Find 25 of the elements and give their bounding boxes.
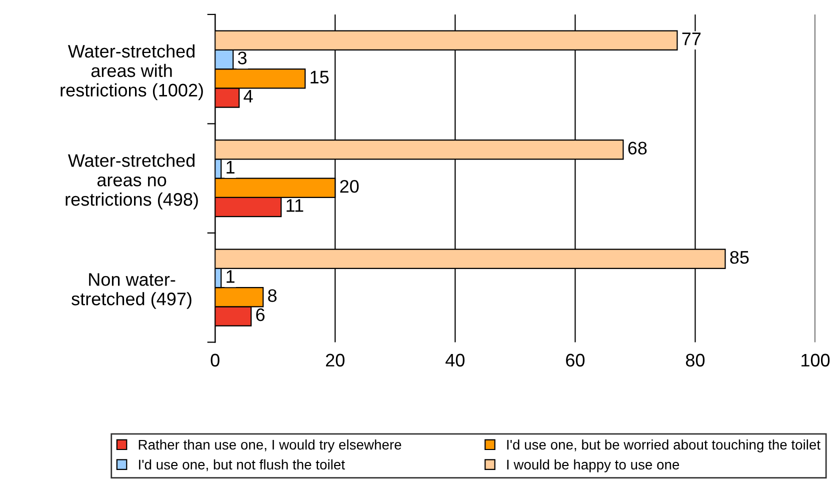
legend-label: I would be happy to use one <box>507 459 680 472</box>
x-tick-label: 0 <box>210 354 220 367</box>
data-label: 11 <box>286 199 304 212</box>
data-label: 85 <box>730 250 749 264</box>
x-tick-label: 80 <box>686 354 705 367</box>
data-label: 6 <box>256 308 265 322</box>
y-tick-label: Water-stretched areas with restrictions (1002) <box>60 44 203 100</box>
data-label: 3 <box>238 52 247 64</box>
y-tick-label: Non water- stretched (497) <box>72 273 192 309</box>
x-tick-label: 40 <box>446 354 464 367</box>
x-tick-label: 100 <box>802 354 830 367</box>
data-label: 1 <box>226 161 234 174</box>
data-label: 68 <box>628 142 647 155</box>
data-label: 4 <box>244 90 253 102</box>
data-label: 77 <box>682 32 701 46</box>
data-label: 1 <box>226 270 234 283</box>
y-tick-label: Water-stretched areas no restrictions (498) <box>66 154 198 210</box>
legend-label: I'd use one, but not flush the toilet <box>139 459 345 472</box>
data-label: 15 <box>310 70 329 84</box>
legend-label: I'd use one, but be worried about touching the toilet <box>507 439 820 452</box>
data-label: 8 <box>268 289 277 302</box>
x-tick-label: 60 <box>566 354 585 367</box>
legend-label: Rather than use one, I would try elsewhere <box>138 439 402 452</box>
data-label: 20 <box>340 180 359 193</box>
x-tick-label: 20 <box>326 354 344 367</box>
